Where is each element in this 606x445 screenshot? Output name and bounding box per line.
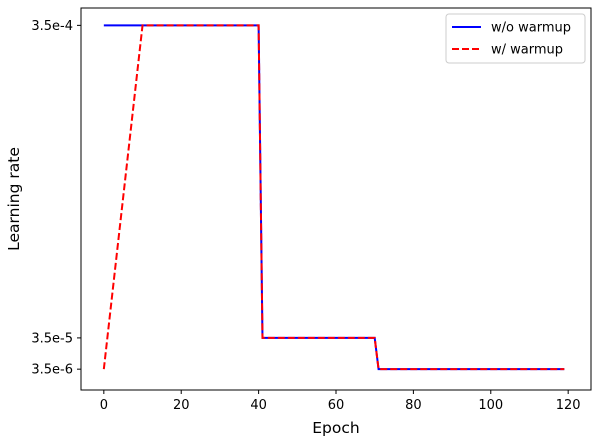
series-line-with-warmup	[102, 24, 565, 371]
y-axis: 3.5e-4 3.5e-5 3.5e-6	[31, 19, 81, 378]
y-tick-label: 3.5e-6	[31, 363, 73, 378]
x-axis-title: Epoch	[312, 419, 359, 437]
y-tick-label: 3.5e-4	[31, 19, 73, 34]
x-axis: 0 20 40 60 80 100 120	[100, 390, 581, 413]
legend: w/o warmup w/ warmup	[445, 13, 586, 64]
x-tick-label: 120	[556, 398, 581, 413]
x-tick-label: 40	[250, 398, 267, 413]
plot-frame	[80, 7, 592, 391]
series-line-without-warmup	[103, 24, 565, 371]
legend-label-without-warmup: w/o warmup	[491, 21, 571, 36]
x-tick-label: 100	[478, 398, 503, 413]
x-tick-label: 60	[328, 398, 345, 413]
y-tick-label: 3.5e-5	[31, 331, 73, 346]
series-layer	[102, 24, 565, 371]
y-axis-title: Learning rate	[5, 147, 23, 251]
legend-label-with-warmup: w/ warmup	[491, 43, 563, 58]
x-tick-label: 20	[173, 398, 190, 413]
x-tick-label: 80	[405, 398, 422, 413]
x-tick-label: 0	[100, 398, 108, 413]
